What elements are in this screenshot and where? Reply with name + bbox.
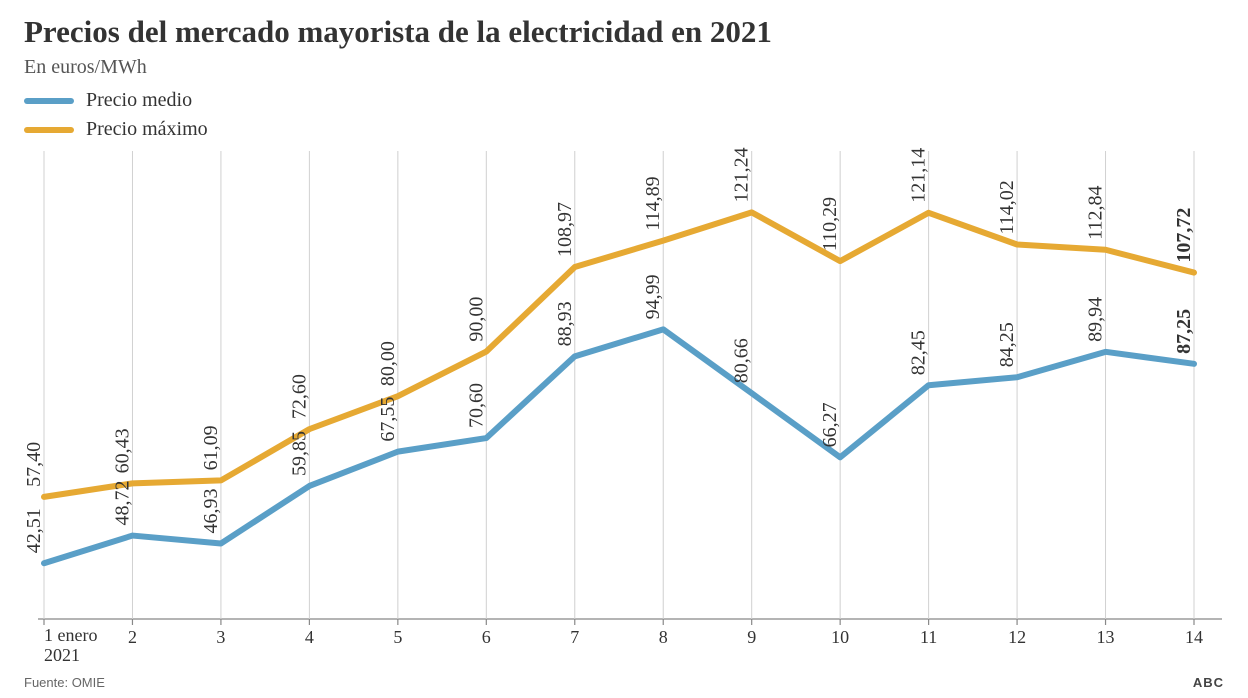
svg-text:4: 4 — [305, 627, 314, 647]
svg-text:13: 13 — [1097, 627, 1115, 647]
value-label: 89,94 — [1085, 297, 1107, 342]
chart-container: Precios del mercado mayorista de la elec… — [0, 0, 1248, 698]
value-label: 59,85 — [288, 431, 310, 476]
value-label: 80,00 — [377, 341, 399, 386]
source-text: Fuente: OMIE — [24, 675, 105, 690]
value-label: 72,60 — [288, 374, 310, 419]
subtitle: En euros/MWh — [24, 56, 1224, 79]
value-label: 121,14 — [908, 148, 930, 203]
legend-swatch-medio — [24, 98, 74, 104]
svg-text:7: 7 — [570, 627, 579, 647]
value-label: 112,84 — [1085, 186, 1107, 240]
value-label: 114,89 — [642, 176, 664, 230]
legend-label-medio: Precio medio — [86, 89, 192, 112]
svg-text:3: 3 — [216, 627, 225, 647]
attribution-text: ABC — [1193, 675, 1224, 690]
legend-item-medio: Precio medio — [24, 89, 1224, 112]
legend-swatch-maximo — [24, 127, 74, 133]
value-label: 61,09 — [200, 425, 222, 470]
value-label: 46,93 — [200, 489, 222, 534]
svg-text:1 enero: 1 enero — [44, 625, 97, 645]
svg-text:6: 6 — [482, 627, 491, 647]
value-label: 57,40 — [24, 442, 45, 487]
page-title: Precios del mercado mayorista de la elec… — [24, 14, 1224, 50]
legend-label-maximo: Precio máximo — [86, 118, 208, 141]
svg-text:10: 10 — [831, 627, 849, 647]
value-label: 108,97 — [554, 202, 576, 257]
value-label: 42,51 — [24, 508, 45, 553]
svg-text:11: 11 — [920, 627, 937, 647]
legend: Precio medio Precio máximo — [24, 89, 1224, 141]
legend-item-maximo: Precio máximo — [24, 118, 1224, 141]
svg-text:5: 5 — [393, 627, 402, 647]
value-label: 94,99 — [642, 274, 664, 319]
line-chart-svg: 1 enero2021 2 3 4 5 6 7 8 9 10 11 12 13 14 57,40 60,43 6… — [24, 147, 1224, 671]
value-label: 107,72 — [1173, 208, 1195, 263]
value-label: 60,43 — [111, 428, 133, 473]
svg-text:12: 12 — [1008, 627, 1026, 647]
value-label: 87,25 — [1173, 309, 1195, 354]
value-label: 121,24 — [731, 147, 753, 202]
value-label: 48,72 — [111, 481, 133, 526]
svg-text:2: 2 — [128, 627, 137, 647]
value-label: 80,66 — [731, 338, 753, 383]
svg-text:9: 9 — [747, 627, 756, 647]
svg-text:14: 14 — [1185, 627, 1203, 647]
svg-text:2021: 2021 — [44, 645, 80, 665]
value-label: 110,29 — [819, 197, 841, 251]
value-label: 114,02 — [996, 180, 1018, 234]
value-label: 66,27 — [819, 402, 841, 447]
value-label: 88,93 — [554, 301, 576, 346]
value-label: 90,00 — [465, 297, 487, 342]
value-label: 67,55 — [377, 397, 399, 442]
chart-area: 1 enero2021 2 3 4 5 6 7 8 9 10 11 12 13 14 57,40 60,43 6… — [24, 147, 1224, 671]
value-label: 84,25 — [996, 322, 1018, 367]
value-label: 82,45 — [908, 330, 930, 375]
svg-text:8: 8 — [659, 627, 668, 647]
footer-row: Fuente: OMIE ABC — [24, 671, 1224, 690]
value-label: 70,60 — [465, 383, 487, 428]
